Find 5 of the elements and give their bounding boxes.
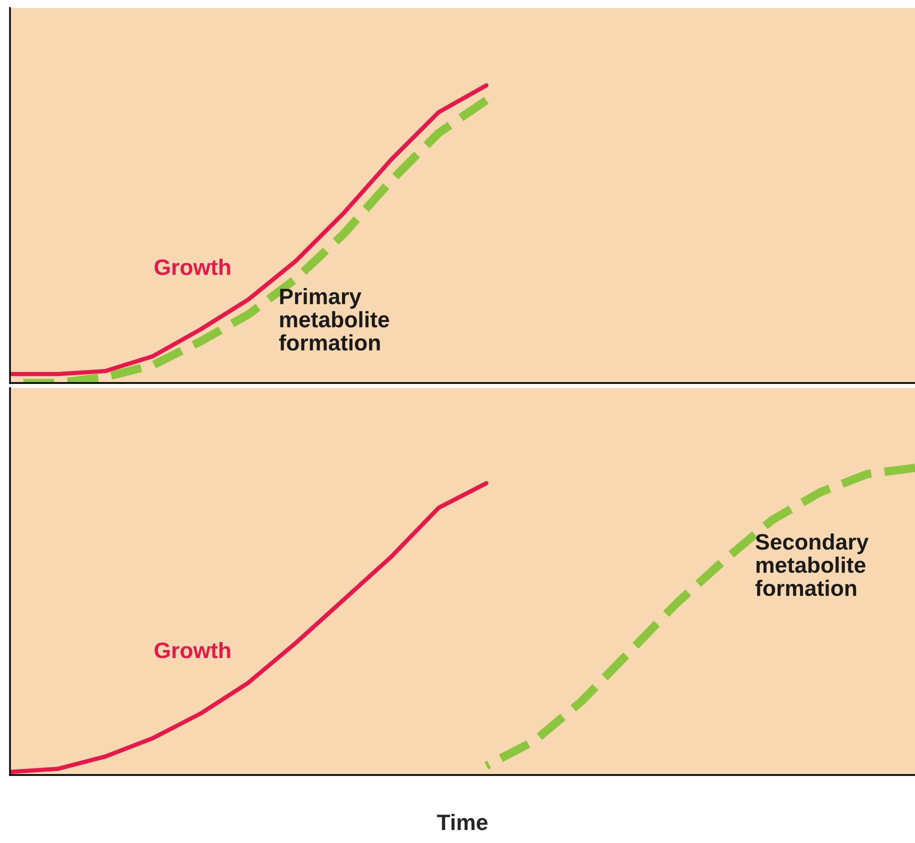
series-label: Primary metabolite formation: [279, 288, 390, 351]
series-label: Growth: [154, 258, 230, 276]
x-axis-title: Time: [437, 814, 488, 830]
series-label: Secondary metabolite formation: [755, 533, 869, 596]
series-label: Growth: [154, 642, 230, 658]
